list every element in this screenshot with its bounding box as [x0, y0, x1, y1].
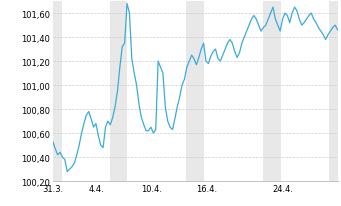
- Bar: [263, 2, 281, 181]
- Bar: [187, 2, 204, 181]
- Bar: [53, 2, 62, 181]
- Bar: [110, 2, 127, 181]
- Bar: [329, 2, 338, 181]
